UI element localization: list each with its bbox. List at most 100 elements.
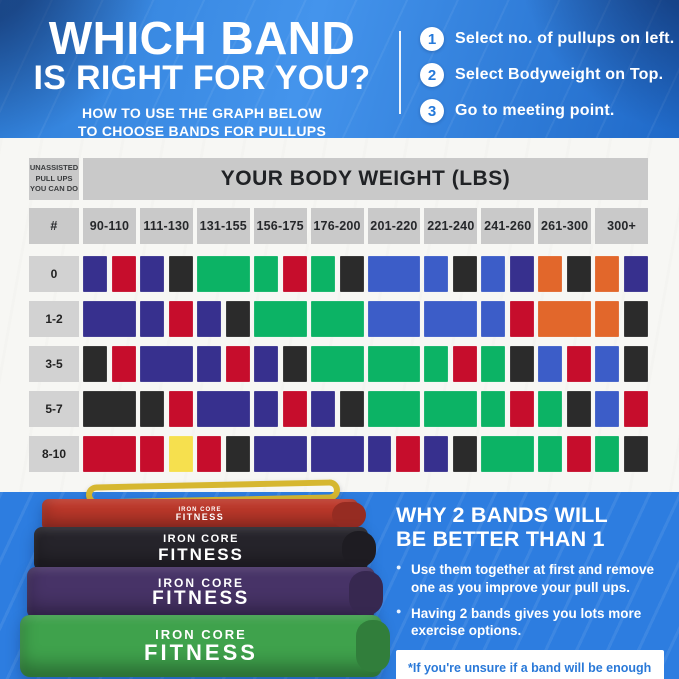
why-heading-line1: WHY 2 BANDS WILL [396,503,608,527]
band-bar-red [168,391,193,427]
advice-note: *If you're unsure if a band will be enou… [396,650,664,679]
band-bar-black [83,346,107,382]
band-bar-orange [595,256,620,292]
band-bar-black [567,256,592,292]
band-cell [367,436,421,472]
band-cell [595,256,648,292]
band-bar-red [282,391,307,427]
row-label: 8-10 [29,436,79,472]
band-bar-green [367,391,421,427]
band-bar-blue [367,301,421,337]
page-subtitle: HOW TO USE THE GRAPH BELOW TO CHOOSE BAND… [12,104,392,140]
band-bar-blue [595,391,620,427]
band-bar-red [139,436,164,472]
band-bar-black [624,436,648,472]
weight-column-header: 156-175 [253,208,307,244]
weight-columns-row: #90-110 111-130 131-155 156-175 176-200 201-2… [29,208,648,244]
green-band: IRON CORE FITNESS [20,615,382,677]
band-cell [424,301,478,337]
band-bar-navy [196,346,221,382]
weight-column-header: 131-155 [196,208,250,244]
band-cell [538,436,592,472]
step-number-badge: 2 [420,63,444,87]
band-bar-navy [196,391,250,427]
band-cell [139,256,193,292]
step-item: 1 Select no. of pullups on left. [420,27,674,51]
band-bar-navy [367,436,392,472]
step-number-badge: 1 [420,27,444,51]
band-bar-navy [424,436,449,472]
band-bar-green [367,346,421,382]
band-cell [481,391,535,427]
pullup-count-header: # [29,208,79,244]
bottom-banner: IRON CORE FITNESS IRON CORE FITNESS IRON COR… [0,479,679,679]
band-cell [424,346,478,382]
band-bar-navy [253,391,278,427]
band-cell [253,436,307,472]
band-bar-black [453,436,478,472]
band-bar-black [282,346,307,382]
why-heading-line2: BE BETTER THAN 1 [396,526,605,551]
band-bar-black [83,391,136,427]
pullups-axis-label: UNASSISTED PULL UPS YOU CAN DO [29,158,79,200]
band-cell [83,436,136,472]
band-cell [196,256,250,292]
band-cell [83,256,136,292]
band-bar-navy [139,346,193,382]
band-bar-orange [538,301,592,337]
step-text: Go to meeting point. [455,102,615,119]
step-text: Select Bodyweight on Top. [455,66,664,83]
band-bar-black [567,391,592,427]
band-cell [196,346,250,382]
band-cell [424,436,478,472]
band-cell [481,301,535,337]
band-cell [538,301,592,337]
subtitle-line1: HOW TO USE THE GRAPH BELOW [81,105,323,121]
chart-header-row: UNASSISTED PULL UPS YOU CAN DO YOUR BODY… [29,158,648,200]
black-band: IRON CORE FITNESS [34,527,368,571]
title-block: WHICH BAND IS RIGHT FOR YOU? HOW TO USE T… [12,15,392,140]
table-row: 1-2 [29,301,648,337]
brand-label: IRON CORE FITNESS [42,499,358,531]
band-bar-black [225,301,250,337]
table-row: 0 [29,256,648,292]
band-cell [538,391,592,427]
band-bar-blue [424,256,449,292]
benefits-list: Use them together at first and remove on… [396,561,664,639]
table-row: 5-7 [29,391,648,427]
brand-label: IRON CORE FITNESS [20,615,382,677]
brand-label: IRON CORE FITNESS [27,567,375,619]
weight-column-header: 300+ [595,208,648,244]
band-cell [83,346,136,382]
band-cell [367,346,421,382]
band-cell [83,301,136,337]
band-cell [139,391,193,427]
band-bar-red [83,436,136,472]
product-band-stack: IRON CORE FITNESS IRON CORE FITNESS IRON COR… [14,479,390,679]
band-bar-navy [624,256,648,292]
band-bar-green [481,391,506,427]
band-bar-blue [481,256,506,292]
page-title-line2: IS RIGHT FOR YOU? [33,59,371,97]
band-cell [424,256,478,292]
table-row: 3-5 [29,346,648,382]
band-bar-black [624,346,648,382]
band-bar-green [253,256,278,292]
weight-column-header: 201-220 [367,208,421,244]
table-row: 8-10 [29,436,648,472]
weight-column-header: 241-260 [481,208,535,244]
band-bar-navy [139,256,164,292]
row-label: 1-2 [29,301,79,337]
bullet-item: Use them together at first and remove on… [396,561,664,596]
brand-label: IRON CORE FITNESS [34,527,368,571]
band-bar-blue [367,256,421,292]
weight-column-header: 90-110 [83,208,136,244]
band-bar-green [424,346,449,382]
band-bar-red [282,256,307,292]
subtitle-line2: TO CHOOSE BANDS FOR PULLUPS [77,123,327,140]
band-cell [595,301,648,337]
band-bar-navy [139,301,164,337]
band-cell [196,391,250,427]
